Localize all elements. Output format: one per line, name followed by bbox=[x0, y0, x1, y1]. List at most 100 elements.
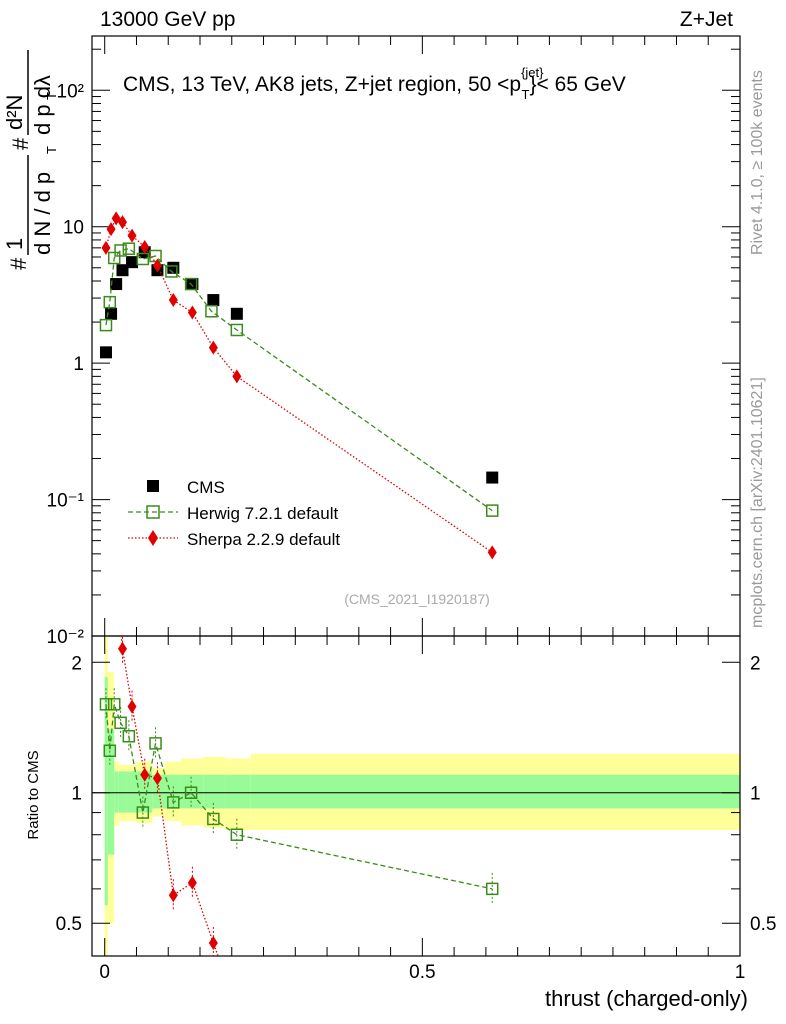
ratio-point-1 bbox=[107, 516, 116, 530]
ratio-point-0 bbox=[485, 882, 499, 896]
ratio-point-1 bbox=[232, 1000, 241, 1014]
ratio-point-1 bbox=[187, 875, 197, 890]
ratio-y-tick-label-right: 2 bbox=[750, 653, 761, 674]
chart-title-tail: }< 65 GeV bbox=[529, 73, 625, 96]
ratio-band-inner bbox=[118, 771, 127, 813]
ylabel-sub-2: T bbox=[44, 92, 59, 100]
chart-title-sub: T bbox=[522, 87, 530, 102]
ratio-point-0 bbox=[99, 698, 113, 711]
main-point-0 bbox=[105, 307, 118, 320]
ratio-band-inner bbox=[107, 729, 115, 855]
main-point-1 bbox=[184, 277, 198, 291]
analysis-id: (CMS_2021_I1920187) bbox=[344, 591, 490, 607]
main-point-0 bbox=[186, 278, 199, 291]
main-point-1 bbox=[205, 305, 218, 318]
ratio-band-inner bbox=[126, 771, 137, 813]
x-tick-label: 1 bbox=[735, 962, 746, 983]
header-left: 13000 GeV pp bbox=[100, 8, 235, 31]
chart-title: CMS, 13 TeV, AK8 jets, Z+jet region, 50 … bbox=[123, 65, 626, 102]
ratio-y-tick-label-right: 0.5 bbox=[750, 914, 776, 935]
main-point-0 bbox=[99, 346, 112, 359]
main-point-0 bbox=[116, 264, 129, 277]
main-point-1 bbox=[165, 265, 178, 278]
main-point-2 bbox=[487, 545, 497, 560]
ratio-point-0 bbox=[103, 744, 117, 758]
y-axis-label: # 1 d N / d p T # d²N d p dλ T bbox=[2, 50, 59, 270]
header-right: Z+Jet bbox=[680, 8, 733, 31]
legend-cms-marker bbox=[147, 480, 159, 492]
main-point-2 bbox=[127, 228, 137, 243]
ratio-point-1 bbox=[117, 641, 127, 656]
main-y-tick-label: 10² bbox=[57, 81, 84, 102]
main-series-line-1 bbox=[105, 248, 493, 512]
ratio-panel: 0 0.5 1 0.5 0.5 1 1 2 2 bbox=[56, 465, 776, 1014]
main-y-tick-label: 1 bbox=[73, 354, 84, 375]
main-point-2 bbox=[208, 340, 218, 355]
ratio-series-line-1 bbox=[120, 636, 219, 956]
ratio-band-inner bbox=[114, 771, 119, 813]
main-series-line-2 bbox=[105, 217, 493, 553]
ratio-point-1 bbox=[112, 579, 121, 593]
main-point-2 bbox=[187, 305, 197, 320]
main-point-0 bbox=[207, 294, 220, 307]
ylabel-hash-1: # bbox=[6, 257, 31, 270]
main-point-2 bbox=[140, 240, 150, 255]
main-y-tick-label: 10⁻¹ bbox=[47, 491, 85, 512]
ylabel-frac1-num: 1 bbox=[2, 238, 27, 250]
ratio-point-0 bbox=[167, 796, 180, 809]
ratio-point-1 bbox=[127, 699, 137, 714]
ratio-band-inner bbox=[104, 676, 108, 906]
x-tick-label: 0.5 bbox=[409, 962, 435, 983]
main-point-2 bbox=[117, 215, 127, 230]
main-point-1 bbox=[107, 251, 121, 265]
ratio-y-tick-label: 2 bbox=[71, 653, 82, 674]
legend-cms-label: CMS bbox=[187, 478, 225, 497]
main-point-0 bbox=[110, 278, 123, 291]
main-point-1 bbox=[122, 242, 136, 255]
ylabel-frac1-den: d N / d p bbox=[30, 172, 55, 255]
ylabel-hash-2: # bbox=[8, 137, 33, 150]
ratio-point-0 bbox=[230, 828, 244, 841]
ratio-y-tick-label: 1 bbox=[71, 784, 82, 805]
main-point-2 bbox=[232, 369, 242, 384]
legend-herwig-label: Herwig 7.2.1 default bbox=[187, 504, 338, 523]
ratio-point-1 bbox=[101, 465, 110, 479]
main-point-2 bbox=[101, 240, 111, 255]
ratio-point-0 bbox=[207, 812, 220, 826]
ylabel-sub-1: T bbox=[44, 146, 59, 154]
ratio-point-1 bbox=[168, 888, 178, 903]
main-point-2 bbox=[106, 222, 116, 237]
main-point-1 bbox=[230, 323, 244, 337]
main-point-0 bbox=[126, 256, 139, 269]
ratio-point-0 bbox=[122, 730, 136, 743]
main-point-1 bbox=[485, 504, 499, 517]
ratio-band-inner bbox=[225, 774, 251, 809]
ratio-point-1 bbox=[152, 771, 162, 786]
ylabel-frac2-den: d p dλ bbox=[30, 75, 55, 135]
main-point-0 bbox=[230, 307, 243, 320]
ratio-point-1 bbox=[208, 936, 218, 951]
ratio-y-tick-label-right: 1 bbox=[750, 784, 761, 805]
ratio-y-tick-label: 0.5 bbox=[56, 914, 82, 935]
main-y-tick-label: 10 bbox=[63, 218, 84, 239]
ylabel-frac2-num: d²N bbox=[2, 95, 27, 130]
ratio-point-0 bbox=[184, 786, 198, 799]
ratio-point-0 bbox=[149, 737, 162, 750]
mcplots-text: mcplots.cern.ch [arXiv:2401.10621] bbox=[749, 377, 766, 628]
legend-sherpa-label: Sherpa 2.2.9 default bbox=[187, 530, 340, 549]
ratio-point-0 bbox=[114, 716, 127, 730]
legend: CMS Herwig 7.2.1 default Sherpa 2.2.9 de… bbox=[128, 478, 340, 549]
ratio-band-inner bbox=[203, 774, 226, 809]
ratio-point-0 bbox=[107, 698, 121, 711]
ratio-point-0 bbox=[136, 806, 150, 819]
main-point-2 bbox=[168, 293, 178, 308]
main-y-tick-label: 10⁻² bbox=[47, 627, 85, 648]
legend-sherpa-marker bbox=[148, 530, 158, 546]
ratio-point-1 bbox=[140, 767, 150, 782]
legend-herwig-marker bbox=[146, 505, 160, 519]
main-panel: 10⁻² 10⁻¹ 1 10 10² bbox=[47, 35, 741, 648]
main-point-1 bbox=[114, 244, 127, 257]
main-point-1 bbox=[99, 318, 113, 332]
ratio-y-label: Ratio to CMS bbox=[25, 750, 42, 839]
